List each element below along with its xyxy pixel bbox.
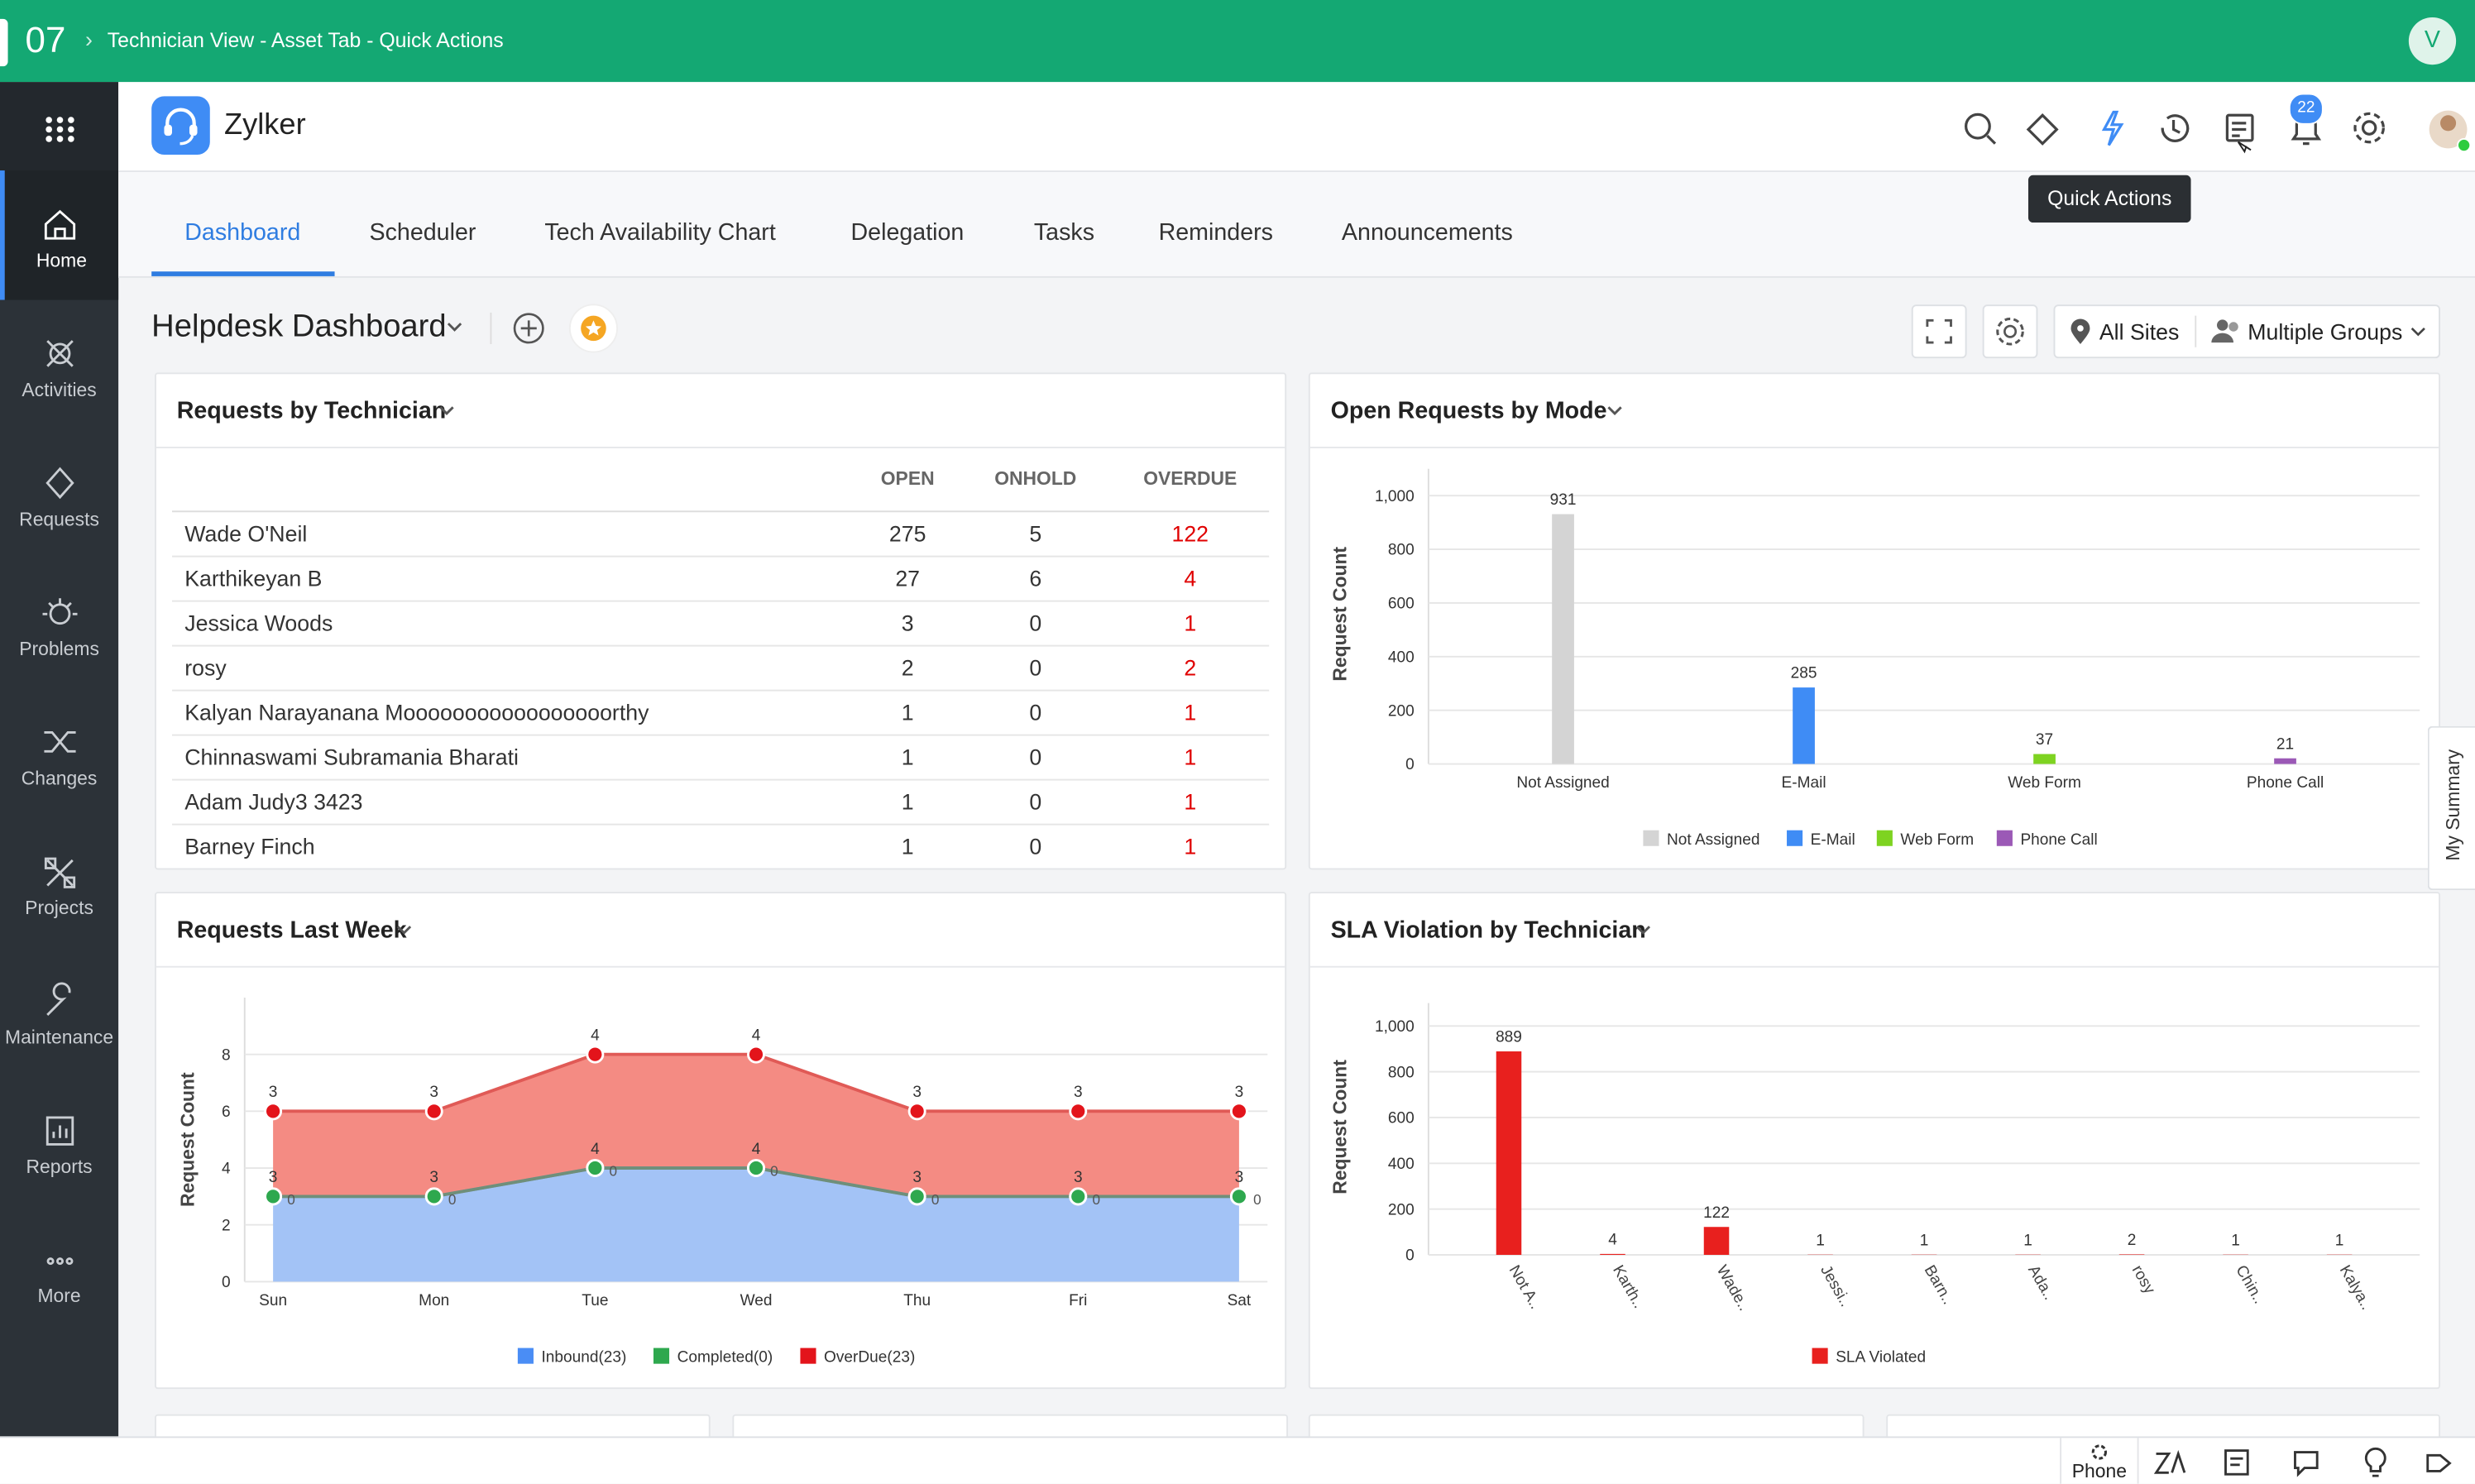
phone-button[interactable]: Phone: [2060, 1438, 2139, 1484]
tab[interactable]: Announcements: [1341, 219, 1513, 247]
header: Zylker 22: [118, 82, 2475, 172]
history-icon[interactable]: [2161, 114, 2190, 142]
sidebar-icon: [46, 1257, 74, 1266]
quick-actions-icon[interactable]: [2101, 110, 2124, 146]
tab[interactable]: Reminders: [1158, 219, 1273, 247]
sidebar-label[interactable]: Problems: [19, 637, 99, 660]
sidebar-icon: [44, 730, 76, 753]
sidebar-label[interactable]: Changes: [21, 767, 98, 790]
grid-icon: [45, 117, 74, 142]
sidebar-icon: [42, 598, 78, 625]
header-icons: [1964, 110, 2472, 154]
sidebar-item[interactable]: More: [0, 1206, 118, 1335]
filter-sites[interactable]: All Sites: [2099, 318, 2180, 344]
tab[interactable]: Scheduler: [369, 219, 476, 247]
sidebar-label[interactable]: Requests: [19, 508, 99, 531]
app-logo: [151, 96, 210, 155]
tooltip: Quick Actions: [2027, 175, 2191, 223]
card-header: Open Requests by Mode: [1309, 374, 2439, 448]
app-name: Zylker: [223, 108, 306, 142]
sidebar-label[interactable]: Projects: [25, 896, 93, 919]
sidebar-item[interactable]: Requests: [0, 429, 118, 558]
search-icon[interactable]: [1964, 112, 1991, 140]
settings-button[interactable]: [1982, 304, 2038, 359]
avatar[interactable]: V: [2408, 17, 2457, 65]
tab-underline: [151, 271, 335, 276]
tab[interactable]: Delegation: [850, 219, 965, 247]
phone-label[interactable]: Phone: [2071, 1460, 2127, 1482]
fullscreen-icon: [1926, 318, 1952, 344]
sidebar-label[interactable]: Maintenance: [4, 1026, 114, 1049]
logo-icon: [164, 108, 198, 146]
tab[interactable]: Tech Availability Chart: [544, 219, 776, 247]
cursor: [2237, 141, 2252, 154]
sidebar-item[interactable]: Home: [0, 170, 119, 300]
widget-card: Requests by Technician: [154, 372, 1287, 870]
filter-icons: [2070, 315, 2425, 347]
sidebar: Home Activities Requests Problems Changes Pro…: [0, 82, 119, 1437]
sidebar-item[interactable]: Maintenance: [0, 947, 118, 1076]
sidebar-icon: [46, 340, 74, 367]
phone-icon: [2091, 1444, 2108, 1460]
sidebar-label[interactable]: More: [37, 1285, 81, 1307]
sidebar-icon: [45, 1116, 74, 1146]
separator: ›: [85, 26, 93, 52]
sidebar-label[interactable]: Activities: [22, 378, 97, 401]
top-bar: 07 › Technician View - Asset Tab - Quick…: [0, 0, 2475, 83]
step-title: Technician View - Asset Tab - Quick Acti…: [107, 28, 504, 52]
app-grid[interactable]: [0, 82, 119, 171]
widget-card: Open Requests by Mode: [1308, 372, 2441, 870]
sidebar-item[interactable]: Activities: [0, 300, 118, 429]
dashboard-actions: [447, 304, 619, 353]
sidebar-label[interactable]: Home: [36, 249, 87, 272]
card-header: Requests by Technician: [156, 374, 1285, 448]
sidebar-item[interactable]: Reports: [0, 1076, 118, 1205]
sidebar-label[interactable]: Reports: [26, 1155, 93, 1178]
dashboard-title[interactable]: Helpdesk Dashboard: [151, 309, 447, 344]
site-group-filter[interactable]: All Sites Multiple Groups: [2053, 304, 2441, 359]
sidebar-icon: [46, 982, 71, 1016]
tab[interactable]: Tasks: [1033, 219, 1095, 247]
tab[interactable]: Dashboard: [184, 219, 301, 247]
card-header: Requests Last Week: [156, 893, 1285, 968]
user-face: [2440, 115, 2457, 132]
notification-badge: 22: [2288, 93, 2324, 125]
fullscreen-button[interactable]: [1911, 304, 1967, 359]
widget-card: Requests Last Week: [154, 892, 1287, 1390]
requests-icon[interactable]: [2026, 113, 2059, 146]
card-title[interactable]: Open Requests by Mode: [1330, 397, 1607, 425]
sidebar-item[interactable]: Changes: [0, 688, 118, 817]
gear-icon: [1996, 317, 2024, 346]
card-header: SLA Violation by Technician: [1309, 893, 2439, 968]
add-button[interactable]: [513, 313, 544, 344]
side-tab-label[interactable]: My Summary: [2441, 749, 2464, 861]
sidebar-icon: [44, 857, 76, 888]
sidebar-item[interactable]: Projects: [0, 817, 118, 946]
sidebar-item[interactable]: Problems: [0, 558, 118, 687]
status-dot: [2457, 137, 2472, 153]
step-number: 07: [25, 18, 66, 60]
filter-groups[interactable]: Multiple Groups: [2248, 318, 2403, 344]
step-edge: [0, 18, 8, 67]
side-tab[interactable]: My Summary: [2427, 725, 2475, 891]
bottom-icons: [2153, 1447, 2452, 1477]
tasks-icon[interactable]: [2225, 113, 2254, 142]
card-title[interactable]: Requests by Technician: [176, 397, 447, 425]
sidebar-icon: [44, 209, 76, 240]
settings-icon[interactable]: [2361, 120, 2377, 136]
card-title[interactable]: Requests Last Week: [176, 917, 407, 945]
sidebar-icon: [45, 467, 74, 500]
widget-card: SLA Violation by Technician: [1308, 892, 2441, 1390]
card-title[interactable]: SLA Violation by Technician: [1330, 917, 1646, 945]
bottom-bar: Phone: [0, 1436, 2475, 1484]
